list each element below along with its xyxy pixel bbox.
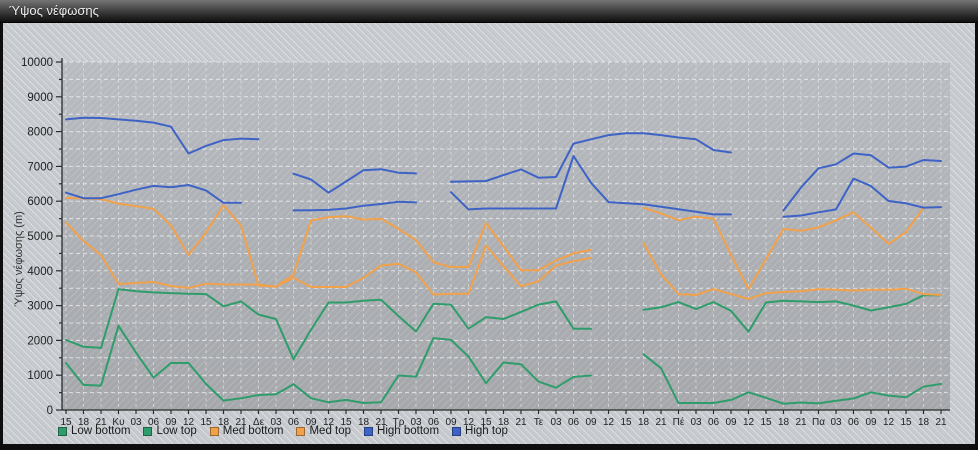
svg-text:3000: 3000 [27,301,53,313]
svg-text:21: 21 [655,417,667,428]
legend-marker [58,426,67,436]
legend-marker [296,426,306,436]
svg-text:15: 15 [620,417,632,428]
legend-label: Med bottom [222,425,284,437]
svg-text:21: 21 [795,417,807,428]
y-axis-ticks: 0 1000 2000 3000 4000 5000 6000 7000 8000 9000 100… [21,57,62,417]
x-axis-ticks: 15 18 21 Κυ 03 06 09 12 15 18 21 Δε 03 06 09 12 15 18 21 Τρ… [60,410,947,428]
svg-text:2000: 2000 [27,335,53,347]
svg-text:Πέ: Πέ [673,416,685,428]
svg-text:15: 15 [760,417,772,428]
svg-text:0: 0 [47,405,53,417]
svg-text:06: 06 [148,417,160,428]
legend-item-med-top: Med top [296,425,351,437]
svg-text:21: 21 [375,417,387,428]
svg-text:1000: 1000 [27,370,53,382]
svg-text:03: 03 [410,417,422,428]
title-bar: Ύψος νέφωσης [0,0,978,23]
svg-text:Πα: Πα [812,417,825,428]
svg-text:12: 12 [743,417,755,428]
legend-label: Low bottom [71,425,131,437]
svg-text:6000: 6000 [27,196,53,208]
svg-text:15: 15 [900,417,912,428]
svg-text:Δε: Δε [253,417,265,428]
legend-label: High top [465,425,508,437]
svg-text:03: 03 [690,417,702,428]
svg-text:09: 09 [165,417,177,428]
svg-text:15: 15 [480,417,492,428]
svg-text:03: 03 [130,417,142,428]
svg-text:09: 09 [445,417,457,428]
series-med-bottom [65,221,942,300]
svg-text:06: 06 [428,417,440,428]
series-low-top [65,288,942,361]
svg-text:4000: 4000 [27,266,53,278]
svg-text:12: 12 [183,417,195,428]
svg-text:21: 21 [235,417,247,428]
svg-text:Τε: Τε [534,417,544,428]
svg-text:09: 09 [865,417,877,428]
svg-text:06: 06 [848,417,860,428]
svg-text:9000: 9000 [27,92,53,104]
svg-text:7000: 7000 [27,161,53,173]
y-axis-title: Ύψος νέφωσης (m) [13,211,25,307]
svg-text:18: 18 [918,417,930,428]
legend-label: Low top [156,425,197,437]
svg-text:21: 21 [95,417,107,428]
series-high-bottom [65,155,942,218]
svg-text:8000: 8000 [27,127,53,139]
axes [61,58,950,411]
svg-text:18: 18 [638,417,650,428]
svg-text:06: 06 [708,417,720,428]
svg-text:15: 15 [340,417,352,428]
svg-text:12: 12 [603,417,615,428]
svg-text:18: 18 [778,417,790,428]
series-high-top [65,116,942,212]
legend-marker [364,426,374,436]
legend-item-high-bottom: High bottom [364,425,439,437]
svg-text:06: 06 [568,417,580,428]
legend-item-low-top: Low top [143,425,197,437]
series-low-bottom [65,324,942,405]
svg-text:21: 21 [515,417,527,428]
svg-text:09: 09 [585,417,597,428]
legend-item-low-bottom: Low bottom [58,425,130,437]
svg-text:03: 03 [830,417,842,428]
svg-text:03: 03 [550,417,562,428]
page-title: Ύψος νέφωσης [9,3,99,18]
legend-marker [209,426,219,436]
svg-text:10000: 10000 [21,57,53,69]
chart-panel: 0 1000 2000 3000 4000 5000 6000 7000 8000 9000 100… [3,23,975,444]
legend-item-med-bottom: Med bottom [209,425,284,437]
svg-text:12: 12 [463,417,475,428]
svg-text:06: 06 [288,417,300,428]
svg-text:21: 21 [935,417,947,428]
svg-text:15: 15 [60,417,72,428]
svg-text:Τρ: Τρ [393,417,405,428]
svg-text:18: 18 [498,417,510,428]
svg-text:Κυ: Κυ [112,417,124,428]
svg-text:15: 15 [200,417,212,428]
horizontal-gridlines [62,61,950,394]
svg-text:18: 18 [78,417,90,428]
svg-text:18: 18 [218,417,230,428]
svg-text:5000: 5000 [27,231,53,243]
svg-text:12: 12 [883,417,895,428]
svg-text:03: 03 [270,417,282,428]
legend-label: High bottom [377,425,440,437]
svg-text:09: 09 [725,417,737,428]
series-med-top [65,196,942,291]
svg-text:18: 18 [358,417,370,428]
legend-label: Med top [309,425,352,437]
svg-text:09: 09 [305,417,317,428]
svg-text:12: 12 [323,417,335,428]
legend-marker [452,426,462,436]
legend: Low bottom Low top Med bottom Med top High b… [58,425,508,437]
chart-canvas: 0 1000 2000 3000 4000 5000 6000 7000 8000 9000 100… [21,57,950,428]
legend-item-high-top: High top [452,425,508,437]
legend-marker [143,426,153,436]
